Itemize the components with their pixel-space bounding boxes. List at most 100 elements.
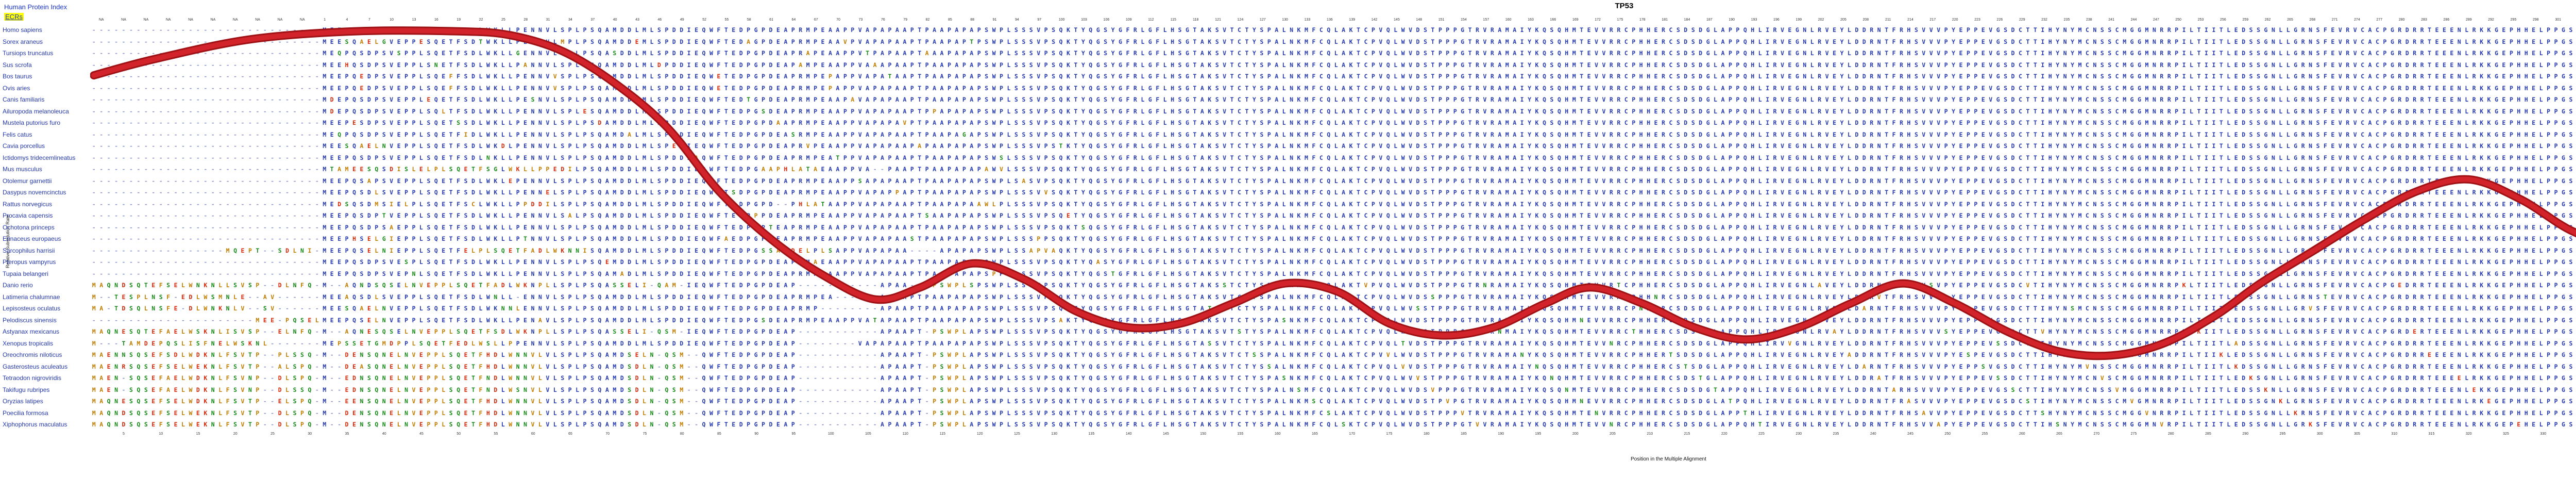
top-tick-label: 142 <box>1371 18 1378 22</box>
top-tick-label: NA <box>277 18 283 22</box>
ecrs-link[interactable]: ECRs <box>4 13 24 21</box>
x-axis-label: Position in the Multiple Alignment <box>1631 456 1706 462</box>
human-protein-index-link[interactable]: Human Protein Index <box>4 3 67 11</box>
top-tick-label: 271 <box>2331 18 2338 22</box>
top-tick-label: 130 <box>1282 18 1289 22</box>
top-tick-label: 187 <box>1706 18 1713 22</box>
species-label: Felis catus <box>3 130 32 138</box>
top-tick-label: 64 <box>791 18 796 22</box>
top-tick-label: NA <box>188 18 193 22</box>
species-label: Lepisosteus oculatus <box>3 305 61 312</box>
bottom-tick-label: 40 <box>382 432 386 436</box>
species-label: Tetraodon nigroviridis <box>3 374 62 382</box>
top-tick-label: 217 <box>1929 18 1936 22</box>
top-tick-label: 169 <box>1572 18 1579 22</box>
top-tick-label: 124 <box>1237 18 1244 22</box>
top-tick-label: 88 <box>970 18 975 22</box>
bottom-tick-label: 45 <box>419 432 423 436</box>
top-tick-label: 292 <box>2488 18 2494 22</box>
top-tick-label: 256 <box>2220 18 2226 22</box>
top-tick-label: 16 <box>434 18 438 22</box>
top-tick-label: 49 <box>680 18 684 22</box>
top-tick-label: 223 <box>1974 18 1980 22</box>
top-tick-label: 106 <box>1103 18 1110 22</box>
top-tick-label: 178 <box>1639 18 1646 22</box>
species-label: Astyanax mexicanus <box>3 328 60 335</box>
bottom-tick-label: 105 <box>865 432 871 436</box>
top-tick-label: 94 <box>1015 18 1019 22</box>
bottom-tick-label: 30 <box>308 432 312 436</box>
bottom-tick-label: 120 <box>976 432 983 436</box>
top-tick-label: 52 <box>702 18 706 22</box>
species-label: Ochotona princeps <box>3 223 55 231</box>
species-label: Xenopus tropicalis <box>3 339 54 347</box>
bottom-tick-label: 165 <box>1312 432 1318 436</box>
top-tick-label: NA <box>98 18 104 22</box>
bottom-tick-label: 135 <box>1088 432 1095 436</box>
bottom-tick-label: 185 <box>1461 432 1467 436</box>
species-label: Otolemur garnettii <box>3 177 52 185</box>
bottom-tick-label: 275 <box>2130 432 2137 436</box>
top-tick-label: 58 <box>747 18 751 22</box>
species-label: Canis familiaris <box>3 96 45 103</box>
bottom-tick-label: 265 <box>2056 432 2062 436</box>
bottom-tick-label: 240 <box>1870 432 1876 436</box>
species-label: Tupaia belangeri <box>3 270 48 277</box>
top-tick-label: 91 <box>992 18 997 22</box>
top-tick-label: 148 <box>1416 18 1422 22</box>
top-tick-label: 193 <box>1751 18 1757 22</box>
top-tick-label: 37 <box>590 18 595 22</box>
top-tick-label: 259 <box>2242 18 2249 22</box>
species-label: Ovis aries <box>3 84 30 92</box>
bottom-tick-label: 245 <box>1907 432 1913 436</box>
bottom-tick-label: 15 <box>196 432 200 436</box>
bottom-tick-label: 155 <box>1237 432 1244 436</box>
bottom-axis-alignment-positions: 5 10 15 20 25 30 35 40 45 50 55 60 65 70 75 80 85 90 95 100… <box>90 432 2576 437</box>
bottom-tick-label: 210 <box>1647 432 1653 436</box>
top-tick-label: 289 <box>2465 18 2472 22</box>
top-tick-label: 199 <box>1795 18 1802 22</box>
top-tick-label: 250 <box>2175 18 2182 22</box>
bottom-tick-label: 325 <box>2503 432 2509 436</box>
bottom-tick-label: 90 <box>754 432 759 436</box>
bottom-tick-label: 160 <box>1274 432 1281 436</box>
bottom-tick-label: 300 <box>2316 432 2323 436</box>
top-tick-label: 184 <box>1684 18 1690 22</box>
top-tick-label: 139 <box>1349 18 1355 22</box>
top-tick-label: 238 <box>2086 18 2092 22</box>
bottom-tick-label: 130 <box>1051 432 1058 436</box>
top-tick-label: 34 <box>568 18 572 22</box>
top-tick-label: 229 <box>2019 18 2025 22</box>
species-label: Tursiops truncatus <box>3 50 54 57</box>
top-tick-label: 211 <box>1885 18 1891 22</box>
bottom-tick-label: 20 <box>233 432 238 436</box>
top-tick-label: 43 <box>635 18 639 22</box>
top-tick-label: 55 <box>724 18 729 22</box>
top-tick-label: 25 <box>501 18 505 22</box>
bottom-tick-label: 225 <box>1758 432 1765 436</box>
top-tick-label: 295 <box>2510 18 2517 22</box>
species-label: Homo sapiens <box>3 26 42 34</box>
top-tick-label: 265 <box>2287 18 2293 22</box>
bottom-tick-label: 50 <box>456 432 461 436</box>
top-tick-label: 70 <box>836 18 841 22</box>
bottom-tick-label: 125 <box>1014 432 1020 436</box>
